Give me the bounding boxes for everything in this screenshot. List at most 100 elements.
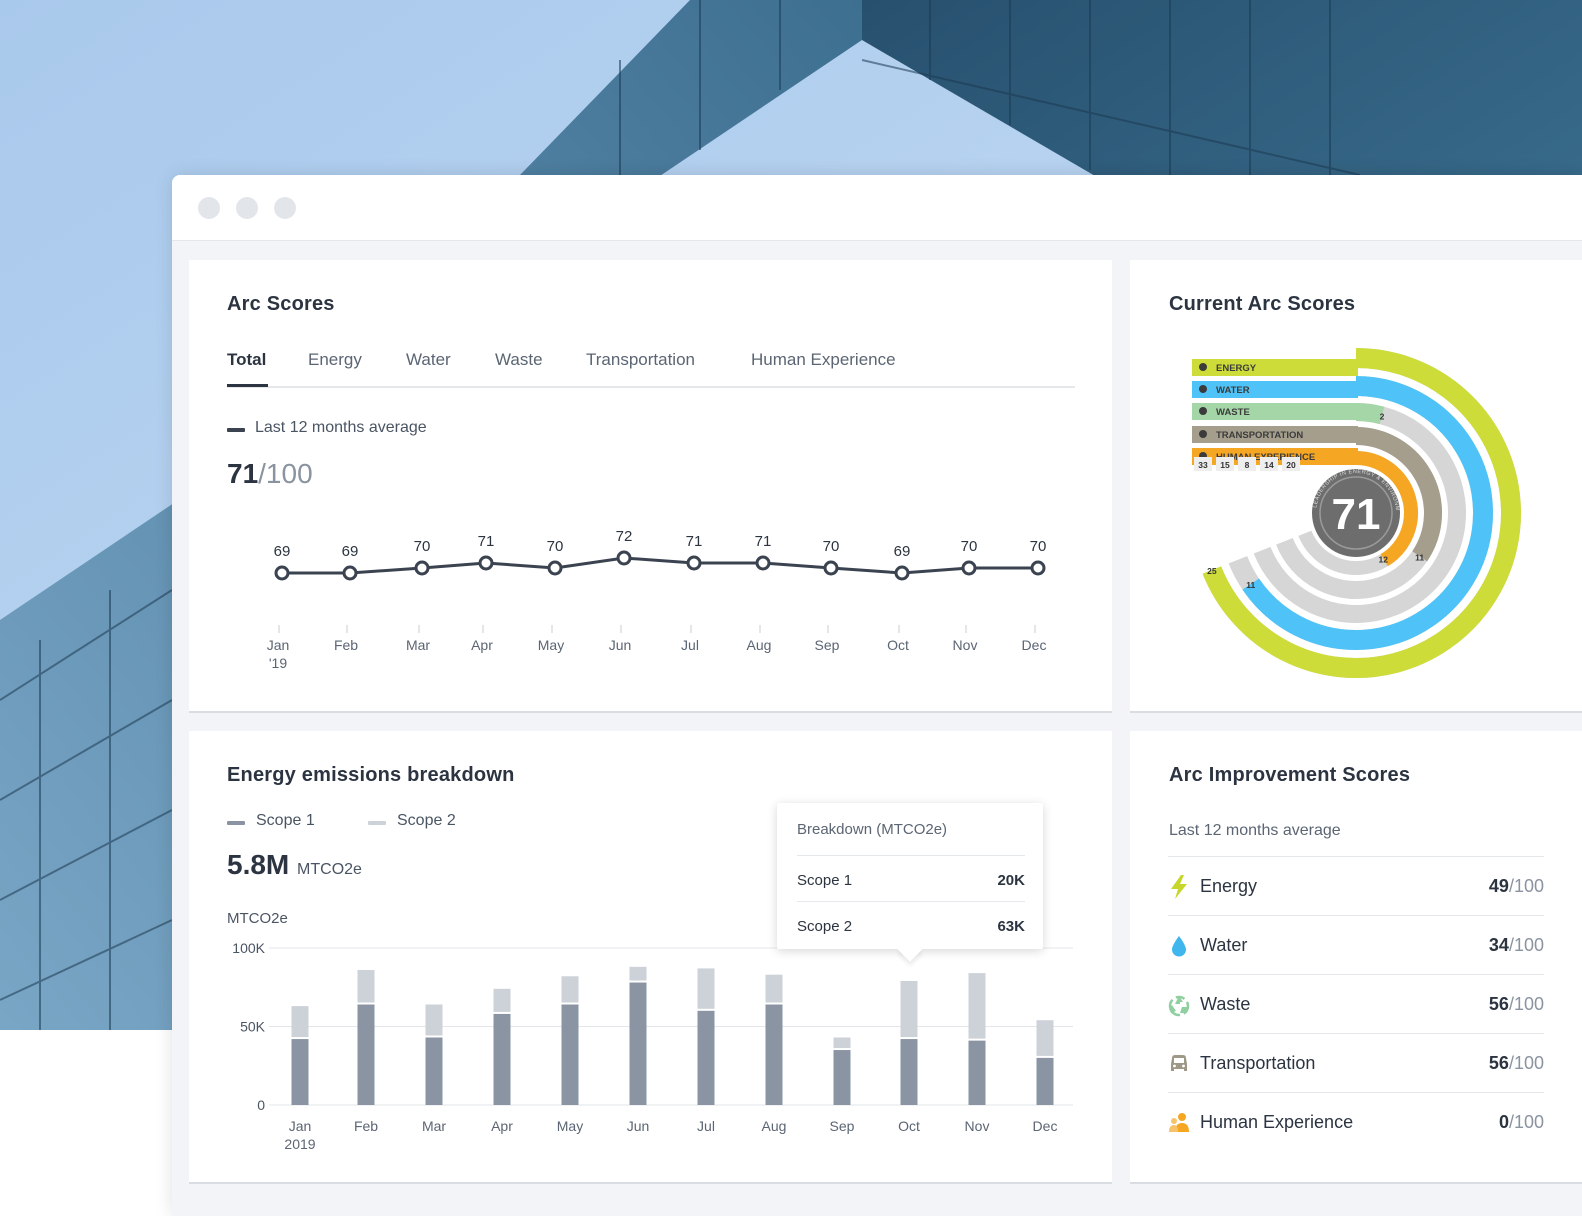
scope2-bar[interactable] <box>697 968 715 1009</box>
car-icon <box>1171 1055 1187 1071</box>
scope1-bar[interactable] <box>1036 1057 1054 1105</box>
arc-scores-legend: Last 12 months average <box>255 419 427 436</box>
scope2-bar[interactable] <box>900 980 918 1038</box>
tooltip-scope2-label: Scope 2 <box>797 918 853 935</box>
score-line <box>282 556 1038 575</box>
arc-scores-card: Arc Scores Total Energy Water Waste Tran… <box>189 260 1112 713</box>
scope2-bar[interactable] <box>765 974 783 1003</box>
emissions-total: 5.8M MTCO2e <box>227 849 362 881</box>
improvement-scores-card: Arc Improvement Scores Last 12 months av… <box>1130 731 1582 1184</box>
tooltip-row-scope2: Scope 2 63K <box>797 901 1025 945</box>
scope1-bar[interactable] <box>833 1050 851 1105</box>
scope2-bar[interactable] <box>1036 1020 1054 1056</box>
score-point[interactable] <box>1030 560 1046 576</box>
x-tick-label: Jul <box>697 1118 715 1134</box>
scope1-bar[interactable] <box>357 1004 375 1105</box>
score-point[interactable] <box>547 560 563 576</box>
tab-transportation[interactable]: Transportation <box>586 350 695 369</box>
score-point[interactable] <box>274 565 290 581</box>
tab-energy[interactable]: Energy <box>308 350 362 369</box>
window-minimize-button[interactable] <box>236 197 258 219</box>
drop-icon <box>1172 936 1186 957</box>
improvement-value: 56/100 <box>1489 1053 1544 1074</box>
arc-max-score-box <box>1238 457 1256 471</box>
improvement-value: 0/100 <box>1499 1112 1544 1133</box>
score-point[interactable] <box>342 565 358 581</box>
improvement-value: 49/100 <box>1489 876 1544 897</box>
tab-total[interactable]: Total <box>227 350 267 369</box>
x-tick-label: Dec <box>1022 637 1047 653</box>
window-close-button[interactable] <box>198 197 220 219</box>
score-point[interactable] <box>414 560 430 576</box>
scope2-bar[interactable] <box>425 1004 443 1036</box>
y-tick-label: 100K <box>232 940 265 956</box>
breakdown-tooltip: Breakdown (MTCO2e) Scope 1 20K Scope 2 6… <box>777 803 1043 962</box>
scope1-bar[interactable] <box>629 982 647 1105</box>
scope1-bar[interactable] <box>561 1004 579 1105</box>
improvement-max: /100 <box>1508 876 1544 896</box>
improvement-row-energy: Energy 49/100 <box>1168 856 1544 915</box>
scope2-bar[interactable] <box>968 973 986 1039</box>
tab-water[interactable]: Water <box>406 350 451 369</box>
arc-plaque-chart: ENERGY25WATER11WASTE2TRANSPORTATION11HUM… <box>1130 340 1521 678</box>
scope1-bar[interactable] <box>291 1039 309 1105</box>
score-point[interactable] <box>616 550 632 566</box>
recycle-icon <box>1168 995 1190 1017</box>
x-tick-label: Oct <box>887 637 909 653</box>
improvement-score: 34 <box>1488 935 1509 955</box>
x-tick-label: Jun <box>609 637 632 653</box>
score-data-label: 71 <box>755 533 772 550</box>
x-tick-label: Sep <box>815 637 840 653</box>
scope1-bar[interactable] <box>765 1004 783 1105</box>
improvement-scores-title: Arc Improvement Scores <box>1169 764 1411 786</box>
arc-score-label: 2 <box>1380 411 1385 421</box>
arc-category-banner <box>1192 426 1358 443</box>
improvement-score: 56 <box>1488 994 1509 1014</box>
scope2-bar[interactable] <box>629 966 647 981</box>
scope1-bar[interactable] <box>697 1010 715 1105</box>
scope1-bar[interactable] <box>900 1039 918 1105</box>
score-point[interactable] <box>894 565 910 581</box>
score-data-label: 70 <box>961 538 978 555</box>
arc-track <box>1253 403 1466 623</box>
score-point[interactable] <box>686 555 702 571</box>
scope2-bar[interactable] <box>357 969 375 1003</box>
x-tick-label: Nov <box>953 637 978 653</box>
score-point[interactable] <box>755 555 771 571</box>
score-point[interactable] <box>961 560 977 576</box>
current-arc-scores-title: Current Arc Scores <box>1169 293 1356 315</box>
tab-waste[interactable]: Waste <box>495 350 543 369</box>
score-data-label: 70 <box>823 538 840 555</box>
arc-total-score: 71/100 <box>227 458 313 490</box>
arc-scores-title: Arc Scores <box>227 293 335 315</box>
score-data-label: 70 <box>1030 538 1047 555</box>
scope2-bar[interactable] <box>833 1037 851 1049</box>
x-tick-label: Apr <box>471 637 493 653</box>
tooltip-scope1-label: Scope 1 <box>797 872 853 889</box>
tab-human-experience[interactable]: Human Experience <box>751 350 896 369</box>
leed-seal <box>1312 469 1400 557</box>
score-data-label: 72 <box>616 530 633 545</box>
x-tick-label: Apr <box>491 1118 513 1134</box>
scope1-bar[interactable] <box>493 1013 511 1105</box>
score-data-label: 69 <box>274 543 291 560</box>
bolt-icon <box>1199 363 1207 371</box>
x-tick-label: Aug <box>762 1118 787 1134</box>
score-point[interactable] <box>478 555 494 571</box>
drop-icon <box>1199 385 1207 393</box>
score-point[interactable] <box>823 560 839 576</box>
x-tick-label: Mar <box>422 1118 446 1134</box>
tooltip-scope1-value: 20K <box>997 872 1025 889</box>
scope2-bar[interactable] <box>291 1006 309 1038</box>
x-tick-label: Jun <box>627 1118 650 1134</box>
scope1-bar[interactable] <box>425 1037 443 1105</box>
score-data-label: 71 <box>686 533 703 550</box>
scope1-bar[interactable] <box>968 1040 986 1105</box>
x-tick-label: Jan <box>267 637 290 653</box>
score-max: /100 <box>258 458 313 489</box>
scope2-bar[interactable] <box>561 976 579 1003</box>
scope2-bar[interactable] <box>493 988 511 1012</box>
window-maximize-button[interactable] <box>274 197 296 219</box>
app-window: Arc Scores Total Energy Water Waste Tran… <box>172 175 1582 1216</box>
window-titlebar <box>172 175 1582 241</box>
